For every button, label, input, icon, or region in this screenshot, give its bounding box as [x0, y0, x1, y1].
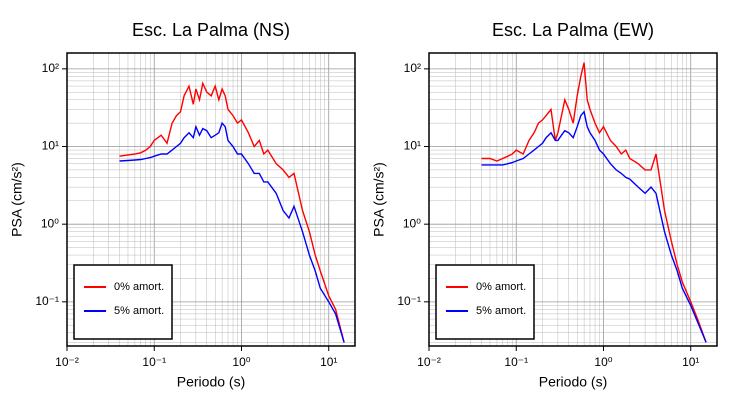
series-line [119, 121, 345, 343]
y-tick-label: 10¹ [404, 139, 421, 153]
chart-panel: Esc. La Palma (NS) Periodo (s) PSA (cm/s²)… [9, 20, 356, 390]
plot-frame [428, 52, 718, 347]
legend-box [73, 264, 173, 340]
x-tick-label: 10⁻¹ [142, 355, 166, 369]
y-axis-label: PSA (cm/s²) [371, 162, 387, 237]
x-axis-label: Periodo (s) [539, 374, 607, 390]
x-tick-label: 10⁻² [55, 355, 79, 369]
x-tick-label: 10¹ [682, 355, 699, 369]
x-tick-label: 10⁻² [417, 355, 441, 369]
legend-label: 0% amort. [476, 281, 526, 293]
y-tick-label: 10⁻¹ [35, 294, 59, 308]
y-tick-label: 10² [404, 61, 421, 75]
plot-frame [66, 52, 356, 347]
x-tick-label: 10⁻¹ [504, 355, 528, 369]
y-tick-label: 10⁻¹ [397, 294, 421, 308]
chart-panel: Esc. La Palma (EW) Periodo (s) PSA (cm/s²)… [371, 20, 718, 390]
series-line [119, 81, 345, 343]
x-tick-label: 10⁰ [594, 355, 612, 369]
y-tick-label: 10⁰ [403, 216, 421, 230]
legend-label: 0% amort. [114, 281, 164, 293]
y-tick-label: 10⁰ [41, 216, 59, 230]
y-tick-label: 10² [42, 61, 59, 75]
chart-title: Esc. La Palma (EW) [492, 20, 654, 40]
x-tick-label: 10⁰ [232, 355, 250, 369]
series-line [481, 110, 707, 343]
series-line [481, 62, 707, 343]
y-tick-label: 10¹ [42, 139, 59, 153]
chart-title: Esc. La Palma (NS) [132, 20, 290, 40]
legend-label: 5% amort. [476, 305, 526, 317]
y-axis-label: PSA (cm/s²) [9, 162, 25, 237]
legend-label: 5% amort. [114, 305, 164, 317]
x-axis-label: Periodo (s) [177, 374, 245, 390]
x-tick-label: 10¹ [320, 355, 337, 369]
legend-box [435, 264, 535, 340]
